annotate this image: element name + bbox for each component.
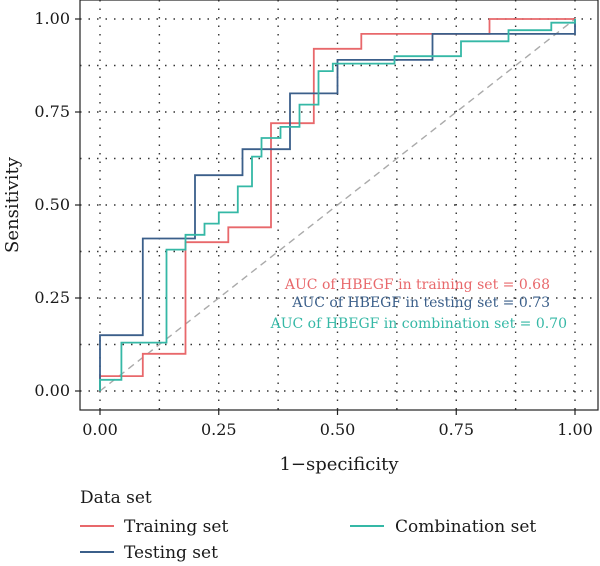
x-tick-label: 0.00 xyxy=(82,420,118,439)
y-axis-title: Sensitivity xyxy=(2,156,23,253)
y-axis: 0.00 0.25 0.50 0.75 1.00 xyxy=(34,9,80,400)
x-axis-title: 1−specificity xyxy=(279,454,399,475)
legend-label-training: Training set xyxy=(124,517,228,537)
x-tick-label: 0.25 xyxy=(201,420,237,439)
y-tick-label: 1.00 xyxy=(34,9,70,28)
annotation-combination-auc: AUC of HBEGF in combination set = 0.70 xyxy=(270,316,567,332)
legend: Data set Training set Testing set Combin… xyxy=(80,488,536,563)
y-tick-label: 0.50 xyxy=(34,195,70,214)
annotation-training-auc: AUC of HBEGF in training set = 0.68 xyxy=(284,277,550,293)
legend-label-testing: Testing set xyxy=(124,543,218,563)
y-tick-label: 0.25 xyxy=(34,288,70,307)
series-line-combination-set xyxy=(99,19,576,391)
x-tick-label: 0.50 xyxy=(320,420,356,439)
legend-title: Data set xyxy=(80,488,152,508)
x-axis: 0.00 0.25 0.50 0.75 1.00 xyxy=(82,410,593,439)
legend-label-combination: Combination set xyxy=(395,517,536,537)
series-layer xyxy=(99,18,576,391)
annotation-testing-auc: AUC of HBEGF in testing set = 0.73 xyxy=(291,295,550,311)
y-tick-label: 0.75 xyxy=(34,102,70,121)
reference-diagonal xyxy=(99,18,576,392)
x-tick-label: 1.00 xyxy=(557,420,593,439)
x-tick-label: 0.75 xyxy=(438,420,474,439)
series-line-testing-set xyxy=(99,19,576,391)
grid xyxy=(80,0,598,410)
y-tick-label: 0.00 xyxy=(34,381,70,400)
